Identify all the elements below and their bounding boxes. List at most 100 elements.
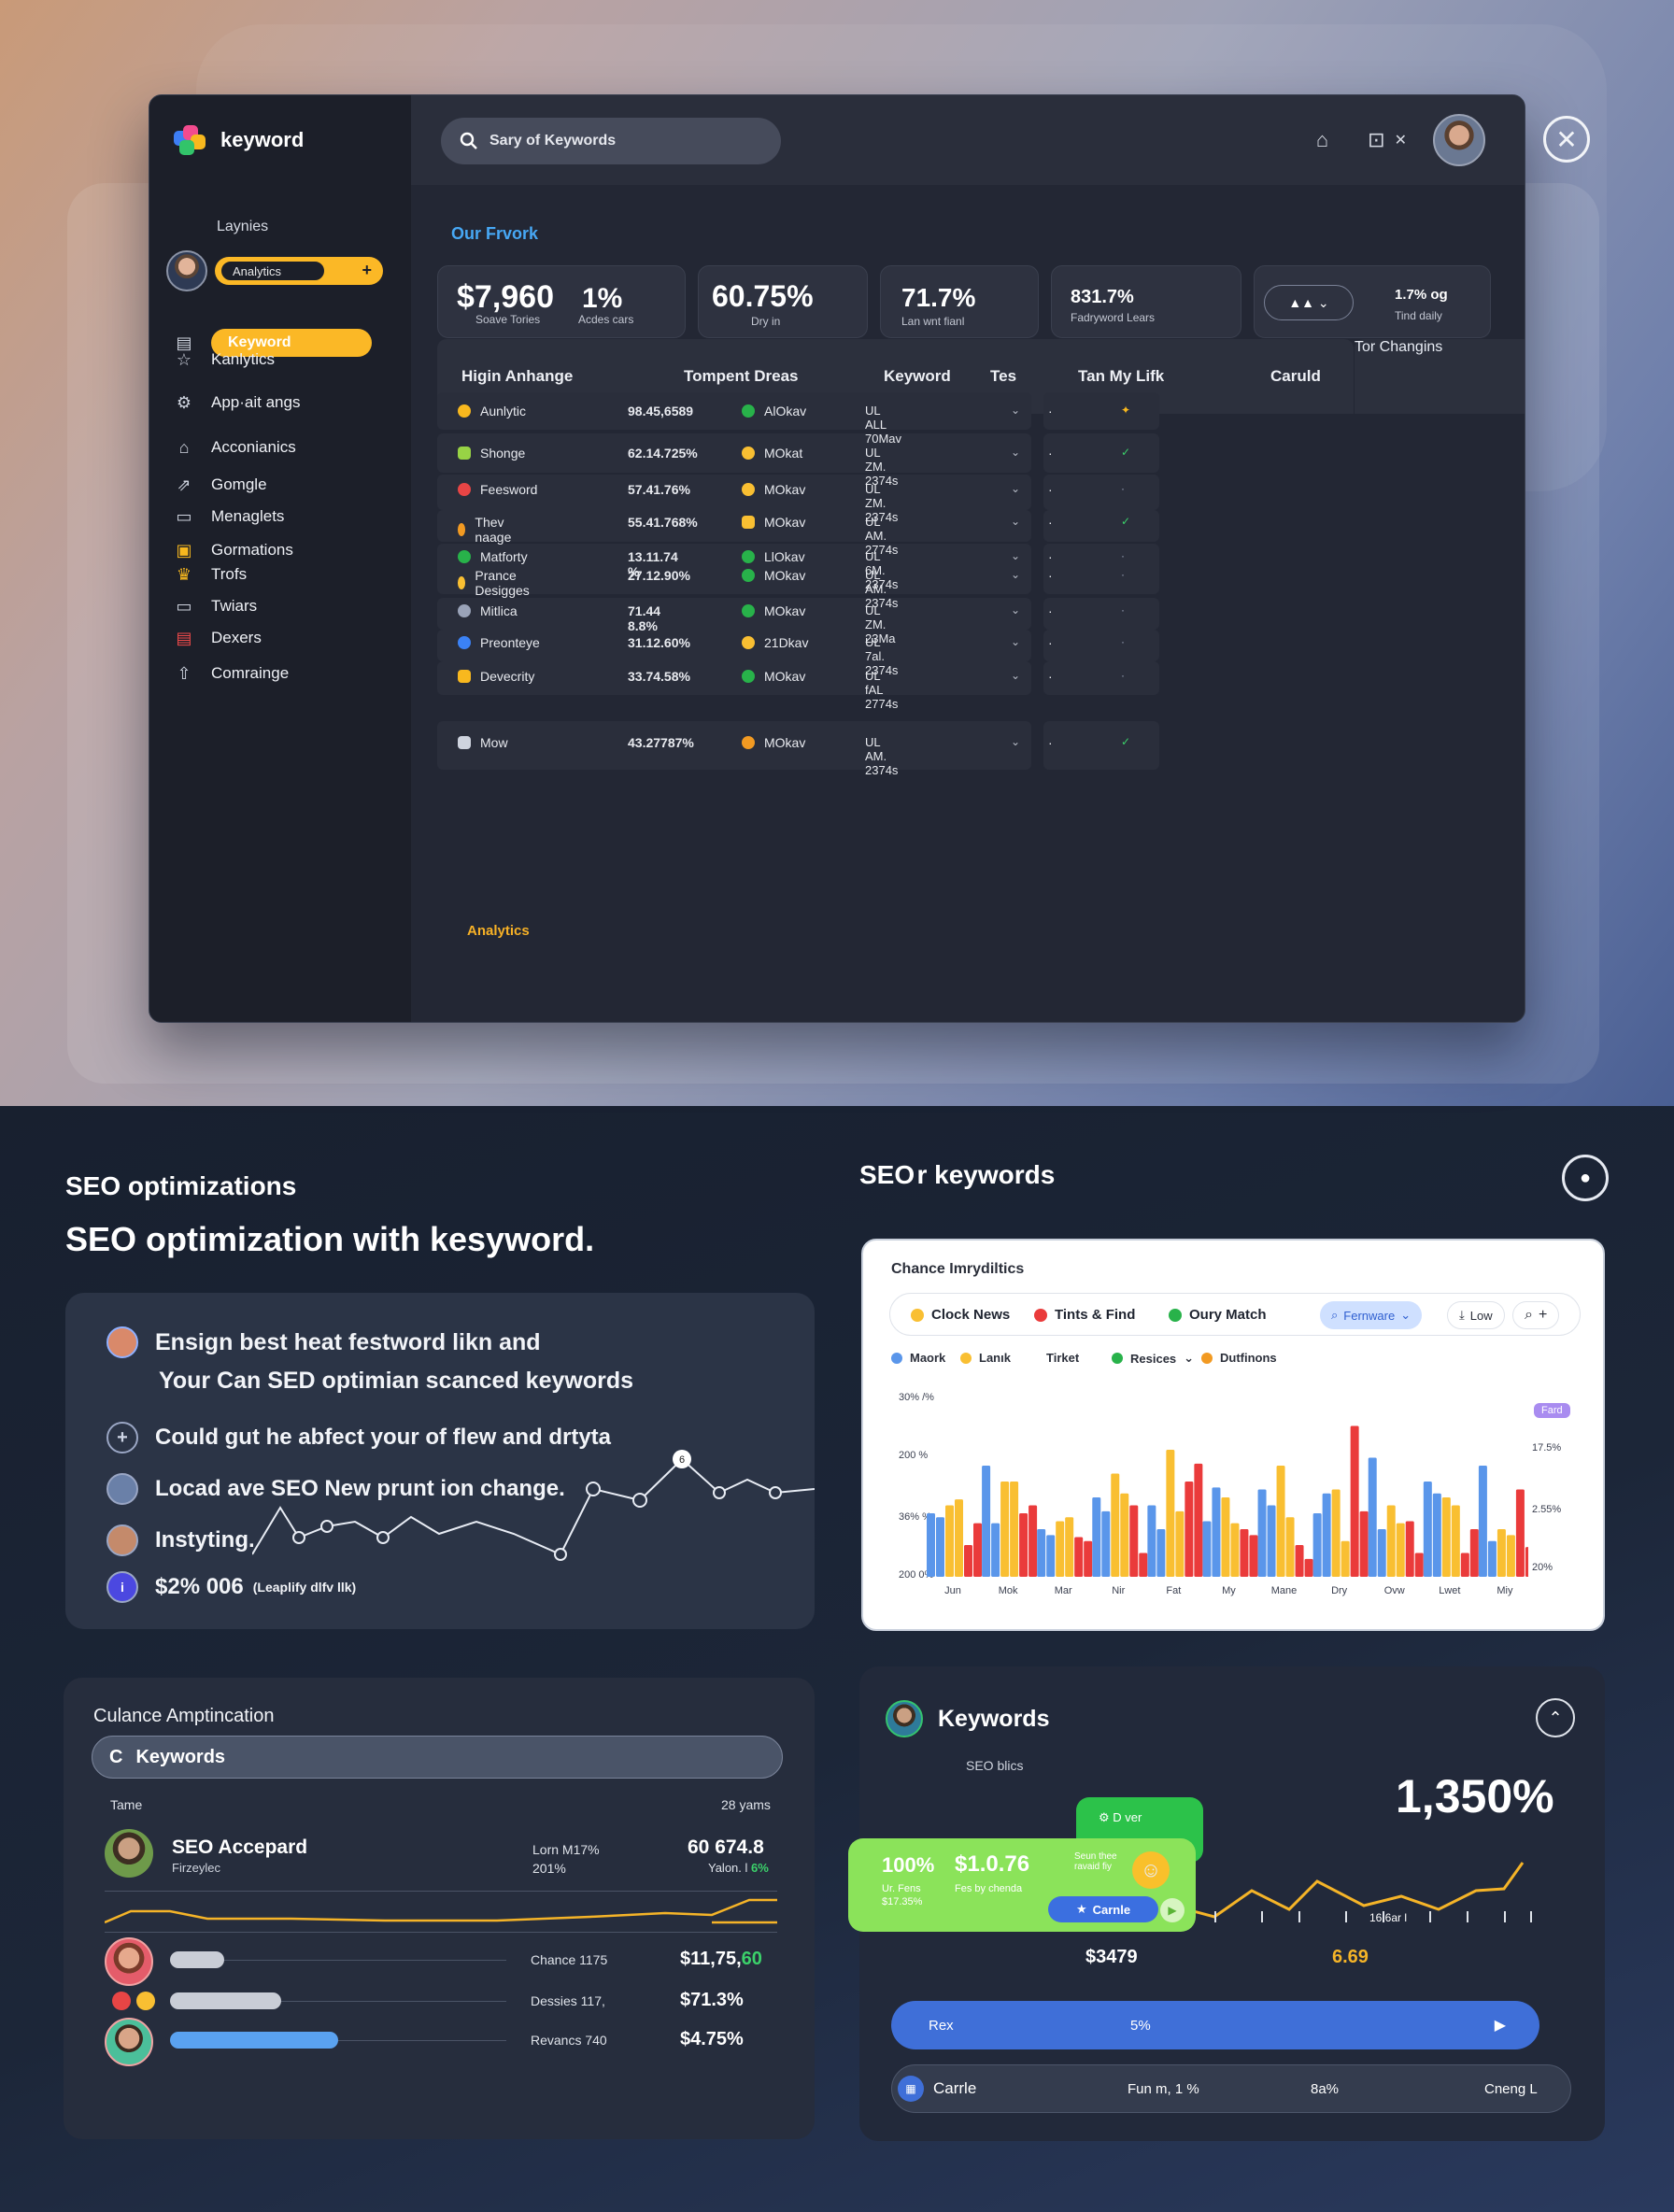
column-header[interactable]: Tes [990, 367, 1017, 385]
bar[interactable] [1506, 1535, 1515, 1577]
side-table-row[interactable] [1043, 433, 1159, 473]
avatar[interactable] [105, 1937, 153, 1986]
side-table-row[interactable] [1043, 475, 1159, 510]
sidebar-item[interactable]: ⚙ App·ait angs [174, 392, 301, 413]
secondary-bar[interactable]: ▦ Carrle Fun m, 1 % 8a% Cneng L [891, 2064, 1571, 2113]
analytics-pill[interactable]: Analytics + [215, 257, 383, 285]
bar[interactable] [1221, 1497, 1230, 1577]
legend-item[interactable]: Tirket [1046, 1351, 1080, 1365]
collapse-icon[interactable]: ⌃ [1536, 1698, 1575, 1737]
legend-item[interactable]: Dutfinons [1201, 1351, 1277, 1365]
bar[interactable] [945, 1505, 954, 1578]
bar[interactable] [1074, 1537, 1084, 1578]
bar[interactable] [1285, 1517, 1295, 1577]
avatar[interactable] [886, 1700, 923, 1737]
bar[interactable] [1111, 1473, 1120, 1578]
chevron-down-icon[interactable]: ⌄ [1011, 404, 1021, 417]
side-table-row[interactable] [1043, 661, 1159, 695]
bar[interactable] [1092, 1497, 1101, 1577]
bar[interactable] [1120, 1493, 1129, 1577]
column-header[interactable]: Keyword [884, 367, 951, 385]
side-table-row[interactable] [1043, 544, 1159, 594]
sidebar-user[interactable]: Analytics + [166, 250, 383, 291]
close-small-icon[interactable]: ✕ [1394, 133, 1407, 149]
chevron-down-icon[interactable]: ⌄ [1011, 482, 1021, 495]
plus-icon[interactable]: + [106, 1422, 138, 1453]
user-icon[interactable]: ● [1562, 1155, 1609, 1201]
bar[interactable] [1046, 1535, 1056, 1577]
bar[interactable] [1065, 1517, 1074, 1577]
side-table-row[interactable] [1043, 598, 1159, 630]
bar[interactable] [1368, 1457, 1377, 1578]
bar[interactable] [1322, 1493, 1331, 1577]
bar[interactable] [1000, 1482, 1010, 1577]
bar[interactable] [1460, 1553, 1469, 1578]
bar[interactable] [1341, 1540, 1350, 1577]
table-row[interactable] [437, 392, 1031, 430]
column-header[interactable]: Tan My Lifk [1078, 367, 1165, 385]
stat-card[interactable]: 831.7% Fadryword Lears [1051, 265, 1241, 338]
bar[interactable] [1185, 1482, 1194, 1577]
user-avatar[interactable] [1433, 114, 1485, 166]
mountain-toggle-icon[interactable]: ▲▲ ⌄ [1264, 285, 1354, 320]
bar[interactable] [1441, 1497, 1451, 1577]
bar[interactable] [1175, 1510, 1185, 1577]
table-row[interactable] [437, 721, 1031, 770]
bar[interactable] [927, 1513, 935, 1577]
bar[interactable] [1139, 1553, 1148, 1578]
chevron-down-icon[interactable]: ⌄ [1011, 549, 1021, 562]
chevron-down-icon[interactable]: ⌄ [1011, 603, 1021, 617]
sidebar-item[interactable]: ▣ Gormations [174, 540, 292, 560]
chevron-down-icon[interactable]: ⌄ [1011, 446, 1021, 459]
bar[interactable] [1276, 1466, 1285, 1577]
bar[interactable] [1405, 1521, 1414, 1578]
bar[interactable] [1240, 1529, 1249, 1577]
legend-chip[interactable]: Clock News [911, 1307, 1010, 1323]
bar[interactable] [1129, 1505, 1139, 1578]
plus-icon[interactable]: + [362, 261, 372, 279]
low-button[interactable]: ⤓ Low [1447, 1301, 1505, 1329]
bar[interactable] [1019, 1513, 1029, 1577]
close-icon[interactable]: ✕ [1543, 116, 1590, 163]
highlight-card[interactable]: 100% Ur. Fens $17.35% $1.0.76 Fes by che… [848, 1838, 1196, 1932]
home-icon[interactable]: ⌂ [1315, 128, 1329, 151]
side-table-row[interactable] [1043, 630, 1159, 661]
bar[interactable] [1451, 1505, 1460, 1578]
bar[interactable] [1212, 1487, 1221, 1577]
bar[interactable] [1312, 1513, 1322, 1577]
play-icon[interactable]: ▶ [1494, 2018, 1506, 2034]
sidebar-item[interactable]: ▭ Menaglets [174, 506, 284, 527]
carnle-button[interactable]: ★ Carnle [1048, 1896, 1158, 1922]
bar[interactable] [1525, 1547, 1528, 1577]
chevron-down-icon[interactable]: ⌄ [1011, 669, 1021, 682]
bar[interactable] [973, 1523, 982, 1577]
chevron-down-icon[interactable]: ⌄ [1011, 515, 1021, 528]
bar[interactable] [1267, 1505, 1276, 1578]
table-row[interactable] [437, 598, 1031, 630]
side-table-row[interactable] [1043, 510, 1159, 542]
sidebar-item-keyword[interactable]: ▤ Keyword [174, 329, 372, 357]
stat-card[interactable]: 60.75% Dry in [698, 265, 868, 338]
table-row[interactable] [437, 433, 1031, 473]
table-row[interactable] [437, 544, 1031, 594]
sidebar-item[interactable]: ☆ Kanlytics [174, 349, 275, 370]
column-header[interactable]: Tor Changins [1355, 339, 1443, 355]
chevron-down-icon[interactable]: ⌄ [1011, 735, 1021, 748]
bar[interactable] [1084, 1540, 1093, 1577]
keywords-search[interactable]: C Keywords [92, 1736, 783, 1779]
bar[interactable] [1101, 1510, 1111, 1577]
chevron-down-icon[interactable]: ⌄ [1011, 568, 1021, 581]
avatar[interactable] [105, 2018, 153, 2066]
bar[interactable] [1469, 1529, 1479, 1577]
table-row[interactable] [437, 661, 1031, 695]
inbox-icon[interactable]: ⊡ [1368, 128, 1385, 151]
bar[interactable] [936, 1517, 944, 1577]
bar[interactable] [1515, 1489, 1525, 1578]
bar[interactable] [1010, 1482, 1019, 1577]
table-row[interactable] [437, 630, 1031, 661]
bar[interactable] [1478, 1466, 1487, 1577]
bar[interactable] [991, 1523, 1000, 1577]
legend-chip[interactable]: Oury Match [1169, 1307, 1267, 1323]
column-header[interactable]: Tompent Dreas [684, 367, 799, 385]
bar[interactable] [1194, 1463, 1203, 1577]
